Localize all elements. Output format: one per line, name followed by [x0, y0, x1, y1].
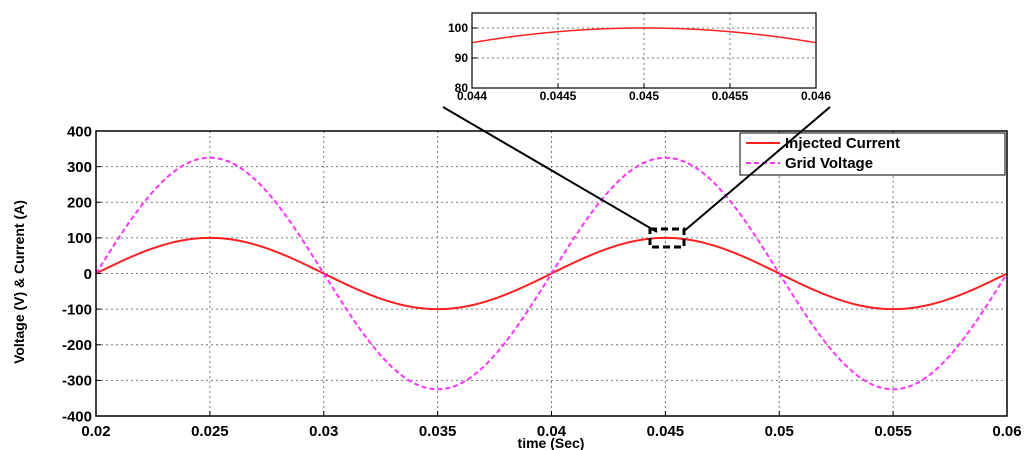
inset-y-ticks: 100 90 80: [448, 21, 477, 95]
x-tick-label: 0.0445: [540, 89, 577, 103]
y-tick-label: 90: [455, 51, 469, 65]
y-tick-label: 200: [67, 195, 92, 212]
x-tick-label: 0.044: [457, 89, 487, 103]
x-tick-label: 0.046: [801, 89, 831, 103]
y-tick-label: 300: [67, 159, 92, 176]
inset-plot: 0.044 0.0445 0.045 0.0455 0.046 100 90 80: [448, 12, 831, 103]
y-tick-label: -100: [62, 301, 92, 318]
legend-label-injected-current: Injected Current: [785, 135, 900, 152]
y-tick-label: 400: [67, 123, 92, 140]
x-tick-label: 0.025: [191, 423, 229, 440]
y-tick-label: -200: [62, 337, 92, 354]
y-tick-label: 80: [455, 81, 469, 95]
legend-label-grid-voltage: Grid Voltage: [785, 155, 873, 172]
x-tick-label: 0.02: [81, 423, 110, 440]
y-tick-label: 100: [448, 21, 468, 35]
inset-plot-background: [472, 13, 816, 88]
x-tick-label: 0.055: [874, 423, 912, 440]
main-plot: 0.02 0.025 0.03 0.035 0.04 0.045 0.05 0.055 0.06…: [11, 123, 1022, 450]
legend-box: [739, 132, 1006, 176]
y-tick-label: -300: [62, 373, 92, 390]
x-tick-label: 0.0455: [712, 89, 749, 103]
inset-x-ticks: 0.044 0.0445 0.045 0.0455 0.046: [457, 83, 831, 103]
legend: Injected Current Grid Voltage: [739, 132, 1006, 176]
zoom-region-box: [648, 227, 686, 249]
zoom-connector-right: [682, 106, 831, 233]
y-tick-label: -400: [62, 408, 92, 425]
x-axis-label: time (Sec): [518, 435, 585, 450]
main-x-ticks: 0.02 0.025 0.03 0.035 0.04 0.045 0.05 0.055 0.06: [81, 411, 1022, 440]
x-tick-label: 0.045: [629, 89, 659, 103]
x-tick-label: 0.04: [537, 423, 567, 440]
y-tick-label: 100: [67, 230, 92, 247]
main-y-ticks: 400 300 200 100 0 -100 -200 -300 -400: [62, 123, 101, 425]
x-tick-label: 0.035: [419, 423, 457, 440]
y-tick-label: 0: [84, 266, 92, 283]
x-tick-label: 0.05: [765, 423, 794, 440]
x-tick-label: 0.03: [309, 423, 338, 440]
zoom-connector-left: [442, 106, 658, 233]
x-tick-label: 0.045: [647, 423, 685, 440]
y-axis-label: Voltage (V) & Current (A): [11, 200, 27, 364]
x-tick-label: 0.06: [992, 423, 1021, 440]
